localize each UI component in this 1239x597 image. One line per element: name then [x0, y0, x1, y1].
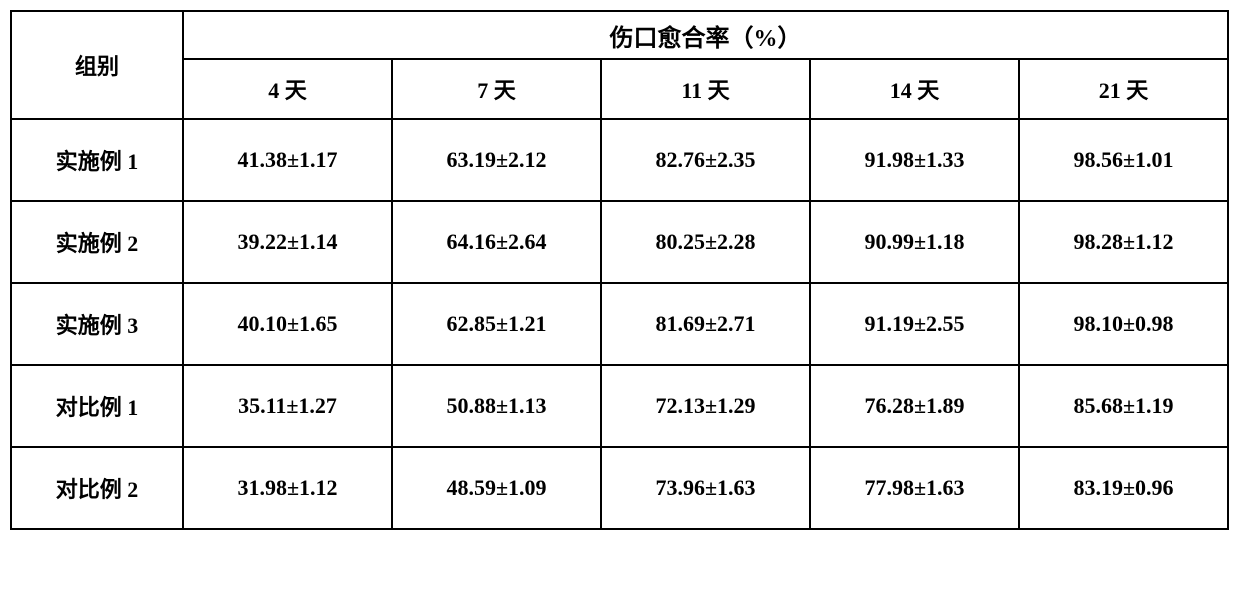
table-cell: 85.68±1.19 — [1019, 365, 1228, 447]
row-label: 对比例 2 — [11, 447, 183, 529]
table-cell: 98.28±1.12 — [1019, 201, 1228, 283]
table-row: 对比例 1 35.11±1.27 50.88±1.13 72.13±1.29 7… — [11, 365, 1228, 447]
table-cell: 72.13±1.29 — [601, 365, 810, 447]
table-cell: 31.98±1.12 — [183, 447, 392, 529]
table-cell: 83.19±0.96 — [1019, 447, 1228, 529]
row-label: 实施例 3 — [11, 283, 183, 365]
table-cell: 91.98±1.33 — [810, 119, 1019, 201]
table-cell: 98.56±1.01 — [1019, 119, 1228, 201]
row-label: 对比例 1 — [11, 365, 183, 447]
row-label: 实施例 1 — [11, 119, 183, 201]
table-cell: 82.76±2.35 — [601, 119, 810, 201]
table-cell: 64.16±2.64 — [392, 201, 601, 283]
subheader-day21: 21 天 — [1019, 59, 1228, 119]
table-row: 对比例 2 31.98±1.12 48.59±1.09 73.96±1.63 7… — [11, 447, 1228, 529]
subheader-day7: 7 天 — [392, 59, 601, 119]
table-cell: 98.10±0.98 — [1019, 283, 1228, 365]
table-cell: 76.28±1.89 — [810, 365, 1019, 447]
table-cell: 90.99±1.18 — [810, 201, 1019, 283]
table-cell: 81.69±2.71 — [601, 283, 810, 365]
table-body: 实施例 1 41.38±1.17 63.19±2.12 82.76±2.35 9… — [11, 119, 1228, 529]
table-cell: 35.11±1.27 — [183, 365, 392, 447]
table-cell: 39.22±1.14 — [183, 201, 392, 283]
table-cell: 41.38±1.17 — [183, 119, 392, 201]
table-cell: 91.19±2.55 — [810, 283, 1019, 365]
table-row: 实施例 2 39.22±1.14 64.16±2.64 80.25±2.28 9… — [11, 201, 1228, 283]
subheader-day14: 14 天 — [810, 59, 1019, 119]
table-cell: 80.25±2.28 — [601, 201, 810, 283]
table-cell: 40.10±1.65 — [183, 283, 392, 365]
header-span: 伤口愈合率（%） — [183, 11, 1228, 59]
subheader-day11: 11 天 — [601, 59, 810, 119]
table-cell: 48.59±1.09 — [392, 447, 601, 529]
wound-healing-table: 组别 伤口愈合率（%） 4 天 7 天 11 天 14 天 21 天 实施例 1… — [10, 10, 1229, 530]
table-row: 实施例 3 40.10±1.65 62.85±1.21 81.69±2.71 9… — [11, 283, 1228, 365]
table-cell: 63.19±2.12 — [392, 119, 601, 201]
table-row: 实施例 1 41.38±1.17 63.19±2.12 82.76±2.35 9… — [11, 119, 1228, 201]
subheader-day4: 4 天 — [183, 59, 392, 119]
table-cell: 77.98±1.63 — [810, 447, 1019, 529]
table-cell: 62.85±1.21 — [392, 283, 601, 365]
row-label: 实施例 2 — [11, 201, 183, 283]
header-group: 组别 — [11, 11, 183, 119]
table-cell: 50.88±1.13 — [392, 365, 601, 447]
table-cell: 73.96±1.63 — [601, 447, 810, 529]
